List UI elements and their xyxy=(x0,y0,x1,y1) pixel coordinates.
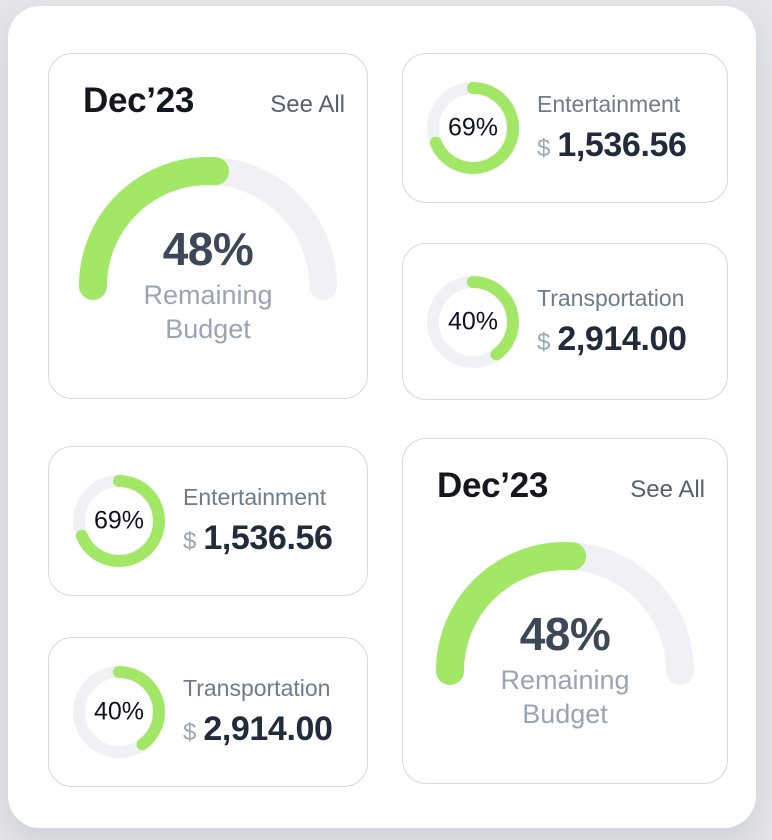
category-text: Transportation $ 2,914.00 xyxy=(537,285,687,359)
see-all-link[interactable]: See All xyxy=(270,91,345,118)
category-card-entertainment[interactable]: 69% Entertainment $ 1,536.56 xyxy=(402,53,728,203)
transportation-progress-ring: 40% xyxy=(427,275,519,368)
category-name: Transportation xyxy=(537,284,685,311)
remaining-budget-gauge xyxy=(433,539,697,689)
budget-summary-card[interactable]: Dec’23 See All 48% Remaining Budget xyxy=(48,53,368,399)
ring-percent-label: 69% xyxy=(447,113,499,142)
amount-value: 1,536.56 xyxy=(203,519,333,557)
category-name: Entertainment xyxy=(537,91,681,117)
ring-chart xyxy=(427,82,519,174)
gauge-label: 48% Remaining Budget xyxy=(49,224,367,346)
gauge-arc xyxy=(436,542,694,685)
category-amount: $ 2,914.00 xyxy=(537,320,687,359)
currency-symbol: $ xyxy=(537,135,551,162)
ring-percent-label: 69% xyxy=(93,506,145,535)
summary-header: Dec’23 See All xyxy=(49,54,367,121)
gauge-progress-arc xyxy=(436,542,694,685)
ring-chart xyxy=(427,275,519,368)
category-amount: $ 1,536.56 xyxy=(183,519,333,558)
transportation-progress-ring: 40% xyxy=(73,666,165,758)
entertainment-progress-ring: 69% xyxy=(73,475,165,567)
summary-header: Dec’23 See All xyxy=(403,439,727,506)
gauge-progress-arc xyxy=(79,157,337,300)
gauge-caption-line2: Budget xyxy=(165,314,251,344)
amount-value: 2,914.00 xyxy=(557,319,687,358)
remaining-percent: 48% xyxy=(162,223,254,275)
category-text: Entertainment $ 1,536.56 xyxy=(183,484,333,558)
category-amount: $ 1,536.56 xyxy=(537,126,687,165)
ring-progress xyxy=(427,275,519,368)
gauge-caption-line2: Budget xyxy=(522,699,608,729)
category-card-transportation[interactable]: 40% Transportation $ 2,914.00 xyxy=(402,243,728,400)
ring-percent-label: 40% xyxy=(93,697,145,726)
budget-summary-card[interactable]: Dec’23 See All 48% Remaining Budget xyxy=(402,438,728,784)
gauge-caption-line1: Remaining xyxy=(143,280,273,310)
gauge-caption: Remaining Budget xyxy=(403,663,727,731)
month-title: Dec’23 xyxy=(83,81,195,120)
gauge-label: 48% Remaining Budget xyxy=(403,609,727,731)
see-all-link[interactable]: See All xyxy=(630,476,705,503)
ring-chart xyxy=(73,666,165,758)
ring-progress xyxy=(427,82,519,174)
category-name: Entertainment xyxy=(183,484,327,510)
gauge-caption: Remaining Budget xyxy=(49,278,367,346)
ring-progress xyxy=(73,475,165,567)
category-text: Entertainment $ 1,536.56 xyxy=(537,91,687,165)
ring-percent-label: 40% xyxy=(447,307,499,335)
gauge-arc xyxy=(79,157,337,300)
entertainment-progress-ring: 69% xyxy=(427,82,519,174)
amount-value: 2,914.00 xyxy=(203,710,333,748)
remaining-percent: 48% xyxy=(519,608,611,660)
currency-symbol: $ xyxy=(537,328,551,356)
gauge-caption-line1: Remaining xyxy=(500,665,630,695)
ring-chart xyxy=(73,475,165,567)
month-title: Dec’23 xyxy=(437,466,549,505)
category-card-entertainment[interactable]: 69% Entertainment $ 1,536.56 xyxy=(48,446,368,596)
ring-progress xyxy=(73,666,165,758)
category-name: Transportation xyxy=(183,675,331,701)
remaining-budget-gauge xyxy=(76,154,340,304)
amount-value: 1,536.56 xyxy=(557,126,687,164)
category-card-transportation[interactable]: 40% Transportation $ 2,914.00 xyxy=(48,637,368,787)
category-text: Transportation $ 2,914.00 xyxy=(183,675,333,749)
category-amount: $ 2,914.00 xyxy=(183,710,333,749)
currency-symbol: $ xyxy=(183,528,197,555)
currency-symbol: $ xyxy=(183,719,197,746)
